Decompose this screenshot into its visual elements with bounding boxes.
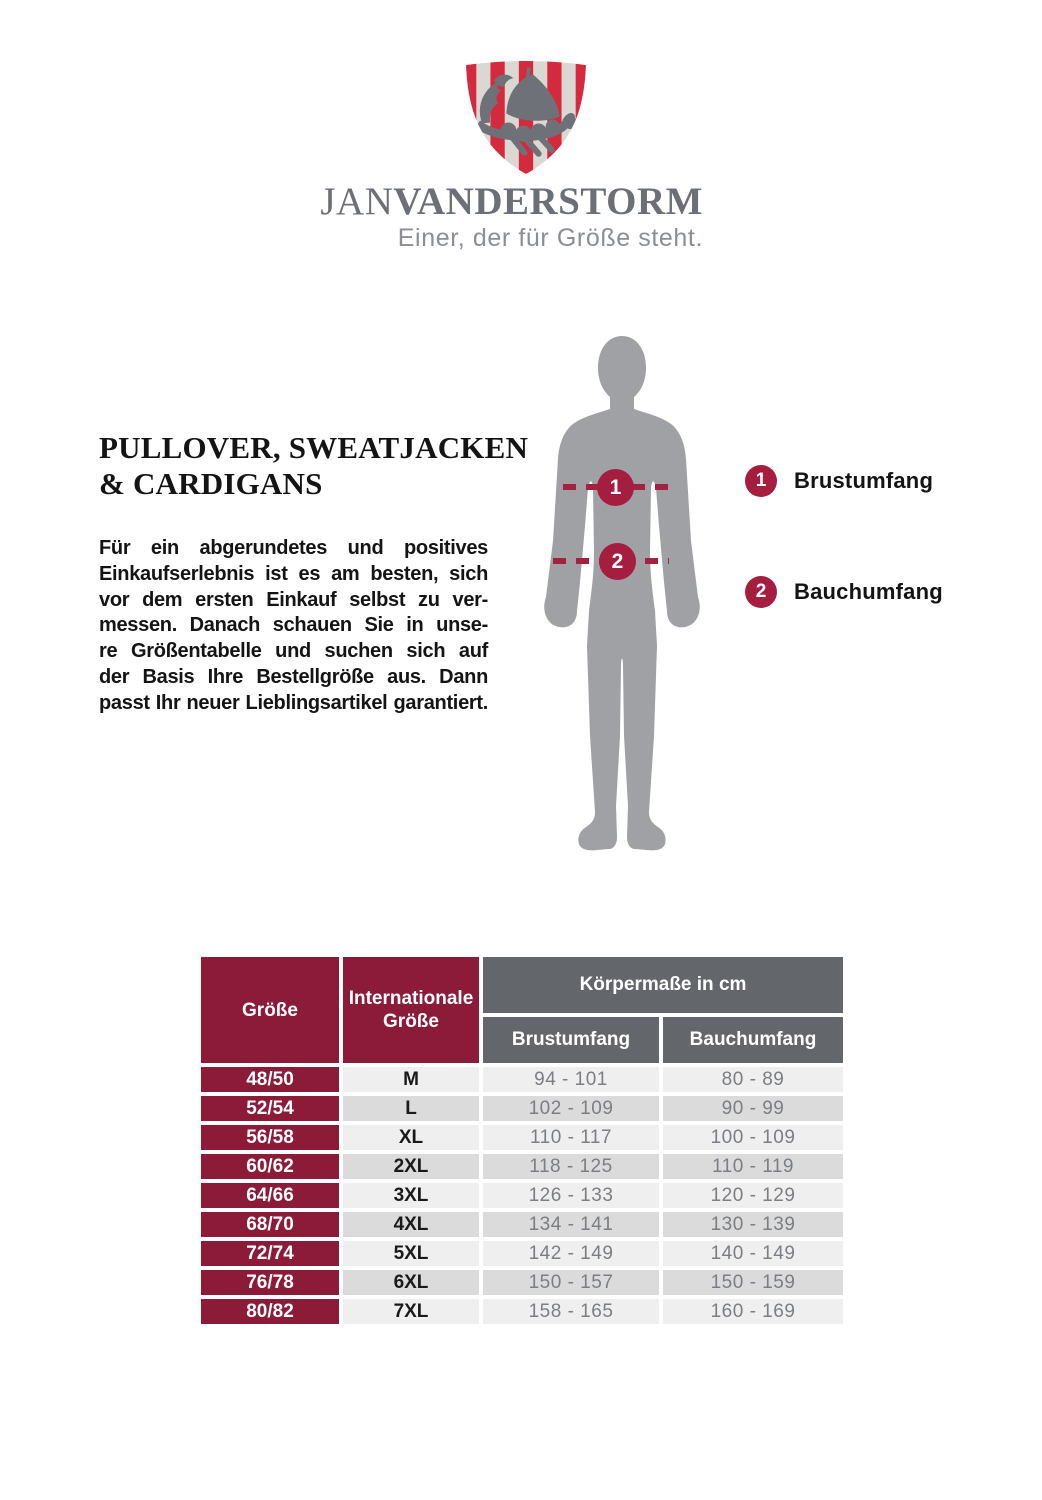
cell-international: 7XL xyxy=(343,1299,479,1324)
brand-tagline: Einer, der für Größe steht. xyxy=(397,224,703,252)
table-row: 56/58 XL 110 - 117 100 - 109 xyxy=(201,1125,843,1150)
cell-size: 68/70 xyxy=(201,1212,339,1237)
cell-size: 56/58 xyxy=(201,1125,339,1150)
paragraph-line: Für ein abgerundetes und positives xyxy=(99,537,488,559)
size-table: Größe Internationale Größe Körpermaße in… xyxy=(197,953,847,1328)
cell-international: 5XL xyxy=(343,1241,479,1266)
header-bauchumfang: Bauchumfang xyxy=(663,1017,843,1063)
table-row: 80/82 7XL 158 - 165 160 - 169 xyxy=(201,1299,843,1324)
cell-international: 2XL xyxy=(343,1154,479,1179)
table-row: 68/70 4XL 134 - 141 130 - 139 xyxy=(201,1212,843,1237)
cell-waist: 160 - 169 xyxy=(663,1299,843,1324)
cell-size: 72/74 xyxy=(201,1241,339,1266)
cell-chest: 158 - 165 xyxy=(483,1299,659,1324)
header-brustumfang: Brustumfang xyxy=(483,1017,659,1063)
cell-international: L xyxy=(343,1096,479,1121)
table-row: 52/54 L 102 - 109 90 - 99 xyxy=(201,1096,843,1121)
paragraph-line: vor dem ersten Einkauf selbst zu ver- xyxy=(99,588,488,611)
header-internationale-groesse: Internationale Größe xyxy=(343,957,479,1063)
cell-size: 64/66 xyxy=(201,1183,339,1208)
cell-size: 60/62 xyxy=(201,1154,339,1179)
waist-marker-badge: 2 xyxy=(599,543,636,580)
cell-size: 52/54 xyxy=(201,1096,339,1121)
brand-shield-logo-icon xyxy=(466,61,586,174)
page-title-line1: PULLOVER, SWEATJACKEN xyxy=(99,430,529,465)
paragraph-line: messen. Danach schauen Sie in unse- xyxy=(99,614,488,637)
measurement-figure: 1 2 xyxy=(527,333,717,857)
brand-name-jan: JAN xyxy=(320,180,394,223)
cell-waist: 100 - 109 xyxy=(663,1125,843,1150)
paragraph-line: re Größentabelle und suchen sich auf xyxy=(99,640,488,663)
cell-waist: 110 - 119 xyxy=(663,1154,843,1179)
cell-chest: 134 - 141 xyxy=(483,1212,659,1237)
cell-waist: 80 - 89 xyxy=(663,1067,843,1092)
cell-size: 80/82 xyxy=(201,1299,339,1324)
cell-international: 4XL xyxy=(343,1212,479,1237)
cell-chest: 142 - 149 xyxy=(483,1241,659,1266)
chest-marker-badge: 1 xyxy=(597,469,634,506)
page-title: PULLOVER, SWEATJACKEN & CARDIGANS xyxy=(99,430,529,502)
cell-international: XL xyxy=(343,1125,479,1150)
paragraph-line: der Basis Ihre Bestellgröße aus. Dann xyxy=(99,665,488,688)
intro-paragraph: Für ein abgerundetes und positives Einkau… xyxy=(99,536,488,717)
cell-chest: 94 - 101 xyxy=(483,1067,659,1092)
cell-chest: 150 - 157 xyxy=(483,1270,659,1295)
size-table-header: Größe Internationale Größe Körpermaße in… xyxy=(201,957,843,1063)
cell-international: 6XL xyxy=(343,1270,479,1295)
cell-waist: 120 - 129 xyxy=(663,1183,843,1208)
cell-size: 76/78 xyxy=(201,1270,339,1295)
man-silhouette-icon xyxy=(544,336,700,851)
brand-name: JANVANDERSTORM xyxy=(240,180,703,223)
legend-label-brustumfang: Brustumfang xyxy=(794,468,934,493)
cell-waist: 130 - 139 xyxy=(663,1212,843,1237)
cell-size: 48/50 xyxy=(201,1067,339,1092)
cell-waist: 140 - 149 xyxy=(663,1241,843,1266)
table-row: 48/50 M 94 - 101 80 - 89 xyxy=(201,1067,843,1092)
cell-chest: 118 - 125 xyxy=(483,1154,659,1179)
table-row: 64/66 3XL 126 - 133 120 - 129 xyxy=(201,1183,843,1208)
cell-waist: 150 - 159 xyxy=(663,1270,843,1295)
table-row: 60/62 2XL 118 - 125 110 - 119 xyxy=(201,1154,843,1179)
header-groesse: Größe xyxy=(201,957,339,1063)
legend-label-bauchumfang: Bauchumfang xyxy=(794,579,943,604)
measurement-legend: 1 Brustumfang 2 Bauchumfang xyxy=(745,464,943,609)
cell-international: 3XL xyxy=(343,1183,479,1208)
brand-name-vanderstorm: VANDERSTORM xyxy=(393,180,703,223)
paragraph-line: Einkaufserlebnis ist es am besten, sich xyxy=(99,562,488,585)
legend-item-bauchumfang: 2 Bauchumfang xyxy=(745,575,943,609)
legend-item-brustumfang: 1 Brustumfang xyxy=(745,464,943,498)
size-table-body: 48/50 M 94 - 101 80 - 89 52/54 L 102 - 109 90 -… xyxy=(201,1067,843,1324)
header-koerpermasse: Körpermaße in cm xyxy=(483,957,843,1013)
legend-badge-2: 2 xyxy=(745,576,777,608)
cell-chest: 102 - 109 xyxy=(483,1096,659,1121)
brand-block: JANVANDERSTORM Einer, der für Größe steh… xyxy=(240,180,703,253)
cell-international: M xyxy=(343,1067,479,1092)
cell-chest: 126 - 133 xyxy=(483,1183,659,1208)
page-title-line2: & CARDIGANS xyxy=(99,466,323,501)
table-row: 72/74 5XL 142 - 149 140 - 149 xyxy=(201,1241,843,1266)
paragraph-line: passt Ihr neuer Lieblingsartikel garanti… xyxy=(99,691,488,714)
legend-badge-1: 1 xyxy=(745,465,777,497)
cell-waist: 90 - 99 xyxy=(663,1096,843,1121)
table-row: 76/78 6XL 150 - 157 150 - 159 xyxy=(201,1270,843,1295)
cell-chest: 110 - 117 xyxy=(483,1125,659,1150)
